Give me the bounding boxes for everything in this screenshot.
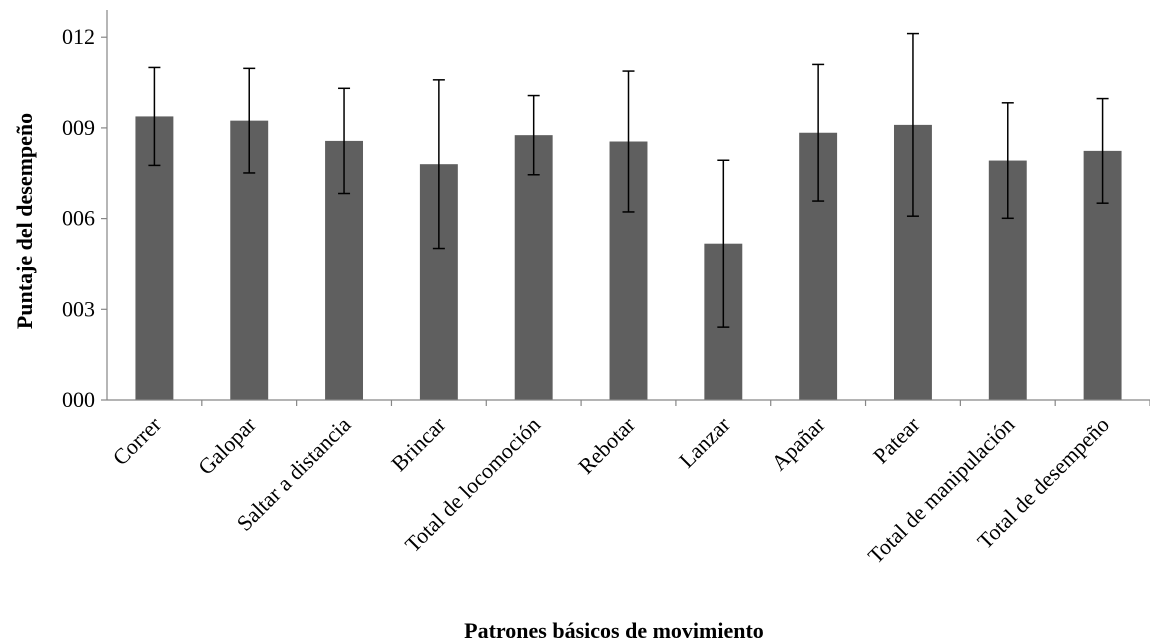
- x-category-label: Correr: [108, 411, 167, 470]
- y-tick-label: 009: [62, 115, 95, 140]
- x-category-label: Patear: [868, 411, 925, 468]
- x-category-label: Apañar: [766, 411, 830, 475]
- bars: [135, 116, 1122, 401]
- y-axis-title: Puntaje del desempeño: [12, 113, 37, 329]
- y-axis: 000 003 006 009 012: [62, 10, 108, 412]
- x-category-label: Lanzar: [674, 411, 735, 472]
- y-tick-label: 000: [62, 387, 95, 412]
- x-category-label: Rebotar: [573, 411, 640, 478]
- x-axis-title: Patrones básicos de movimiento: [464, 618, 764, 642]
- x-category-label: Galopar: [193, 411, 261, 479]
- error-bars: [148, 32, 1109, 328]
- x-category-label: Brincar: [386, 411, 451, 476]
- y-tick-label: 003: [62, 296, 95, 321]
- bar: [514, 135, 553, 401]
- y-tick-label: 012: [62, 24, 95, 49]
- y-tick-label: 006: [62, 206, 95, 231]
